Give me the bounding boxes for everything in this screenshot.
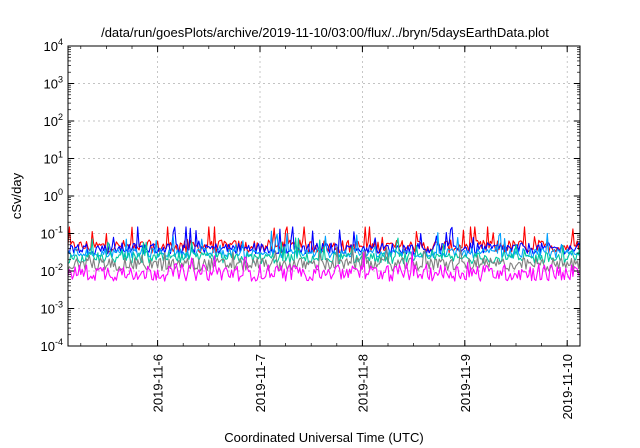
- y-tick-label: 103: [44, 75, 63, 92]
- x-tick-label: 2019-11-7: [253, 354, 268, 412]
- y-tick-label: 102: [44, 112, 63, 129]
- series-line: [67, 244, 581, 272]
- series-line: [67, 237, 581, 265]
- y-tick-label: 101: [44, 150, 63, 167]
- y-axis: 10-4 10-3 10-2 10-1 100 101 102 103 104: [41, 37, 580, 354]
- chart-title: /data/run/goesPlots/archive/2019-11-10/0…: [101, 25, 549, 40]
- x-tick-label: 2019-11-8: [355, 354, 370, 412]
- plot-area: [67, 226, 581, 282]
- plot-border: [67, 45, 581, 347]
- grid: [68, 46, 580, 346]
- y-tick-label: 100: [44, 187, 63, 204]
- series-line: [67, 251, 581, 282]
- y-tick-label: 10-2: [41, 262, 63, 279]
- x-tick-label: 2019-11-6: [151, 354, 166, 412]
- y-tick-label: 104: [44, 37, 63, 54]
- y-tick-label: 10-4: [41, 337, 63, 354]
- x-tick-label: 2019-11-9: [458, 354, 473, 412]
- x-axis-label: Coordinated Universal Time (UTC): [224, 430, 423, 445]
- series-line: [67, 226, 581, 254]
- x-tick-label: 2019-11-10: [560, 354, 575, 420]
- y-tick-label: 10-3: [41, 300, 63, 317]
- x-axis: 2019-11-6 2019-11-7 2019-11-8 2019-11-9 2019…: [80, 46, 575, 420]
- y-axis-label: cSv/day: [9, 172, 24, 219]
- y-tick-label: 10-1: [41, 225, 63, 242]
